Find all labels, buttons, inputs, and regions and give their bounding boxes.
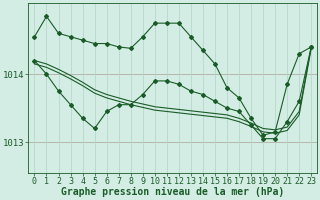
- X-axis label: Graphe pression niveau de la mer (hPa): Graphe pression niveau de la mer (hPa): [61, 187, 284, 197]
